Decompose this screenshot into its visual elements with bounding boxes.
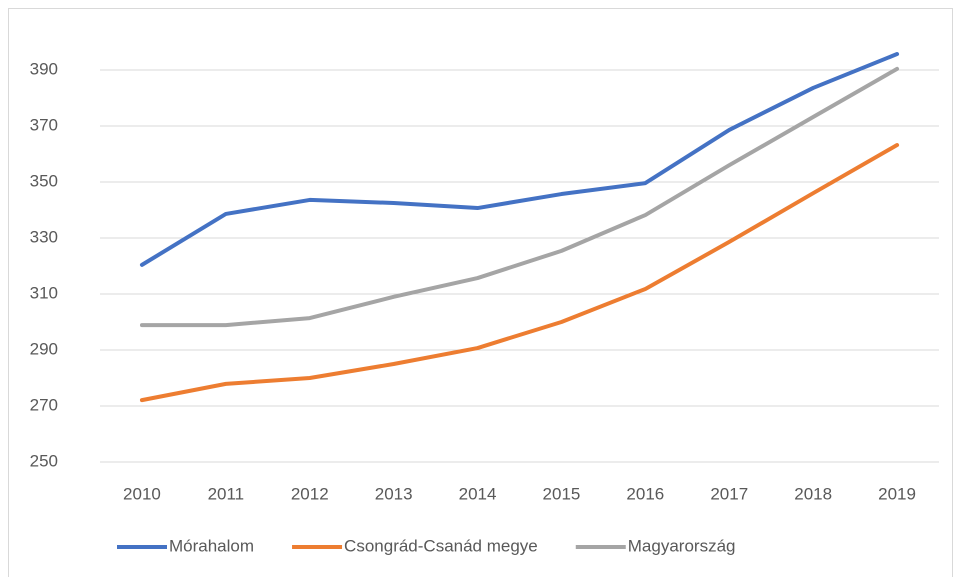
y-tick-label: 310 (30, 283, 58, 302)
x-tick-label: 2015 (543, 484, 581, 503)
legend-label: Magyarország (628, 536, 736, 555)
x-tick-label: 2016 (626, 484, 664, 503)
x-tick-label: 2011 (208, 484, 245, 503)
x-tick-label: 2014 (459, 484, 497, 503)
y-tick-label: 330 (30, 227, 58, 246)
x-tick-label: 2013 (375, 484, 413, 503)
x-tick-label: 2017 (710, 484, 748, 503)
series-line (139, 66, 900, 328)
series-line (139, 143, 900, 403)
x-tick-label: 2010 (123, 484, 161, 503)
x-tick-label: 2012 (291, 484, 329, 503)
y-tick-label: 350 (30, 171, 58, 190)
y-tick-label: 370 (30, 115, 58, 134)
y-tick-label: 390 (30, 59, 58, 78)
series-line (139, 52, 900, 267)
chart-frame (8, 8, 953, 577)
y-tick-label: 290 (30, 339, 58, 358)
x-tick-label: 2019 (878, 484, 916, 503)
y-tick-label: 250 (30, 451, 58, 470)
legend-label: Csongrád-Csanád megye (344, 536, 538, 555)
y-tick-label: 270 (30, 395, 58, 414)
legend-label: Mórahalom (169, 536, 254, 555)
x-tick-label: 2018 (794, 484, 832, 503)
